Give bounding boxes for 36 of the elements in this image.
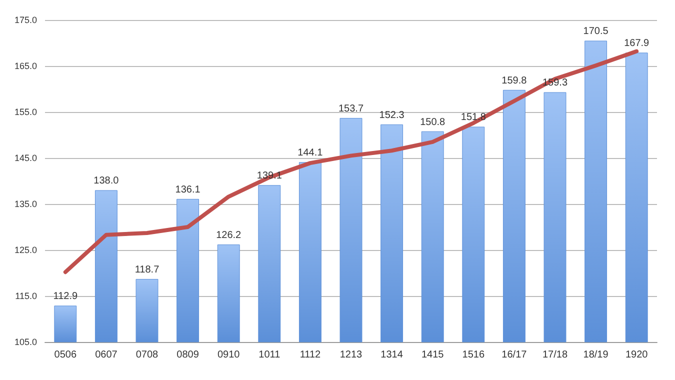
x-tick-label: 1516 [462, 350, 485, 360]
y-tick-label: 155.0 [14, 107, 37, 117]
data-label: 118.7 [134, 264, 160, 276]
y-tick-label: 165.0 [14, 61, 37, 71]
data-label: 150.8 [420, 116, 446, 128]
y-tick-label: 145.0 [14, 153, 37, 163]
data-label: 170.5 [583, 26, 609, 38]
data-label: 126.2 [216, 230, 242, 241]
x-tick-label: 0809 [176, 350, 200, 360]
y-tick-label: 105.0 [14, 337, 37, 347]
x-tick-label: 0506 [54, 350, 77, 360]
data-label: 152.3 [379, 110, 405, 121]
data-label: 167.9 [624, 38, 650, 50]
y-tick-label: 125.0 [14, 245, 37, 255]
x-tick-label: 18/19 [583, 350, 609, 360]
x-tick-label: 1314 [380, 350, 404, 360]
data-label: 136.1 [175, 184, 201, 196]
y-tick-label: 115.0 [15, 291, 37, 301]
y-tick-label: 175.0 [14, 15, 37, 25]
line-series [63, 49, 639, 274]
data-label: 153.7 [338, 103, 364, 114]
data-label: 159.8 [502, 75, 528, 86]
x-tick-label: 1920 [625, 350, 648, 360]
x-tick-label: 17/18 [542, 350, 568, 360]
data-label: 112.9 [53, 291, 78, 302]
x-tick-label: 0910 [217, 350, 240, 360]
data-label: 144.1 [298, 148, 324, 159]
x-tick-label: 16/17 [502, 350, 528, 360]
x-tick-label: 1112 [300, 350, 322, 360]
y-tick-label: 135.0 [14, 199, 37, 209]
x-tick-label: 1213 [340, 350, 363, 360]
x-tick-label: 1011 [258, 350, 281, 360]
data-label: 138.0 [94, 176, 120, 187]
x-tick-label: 1415 [421, 350, 444, 360]
x-tick-label: 0607 [95, 350, 118, 360]
x-tick-label: 0708 [136, 350, 159, 360]
